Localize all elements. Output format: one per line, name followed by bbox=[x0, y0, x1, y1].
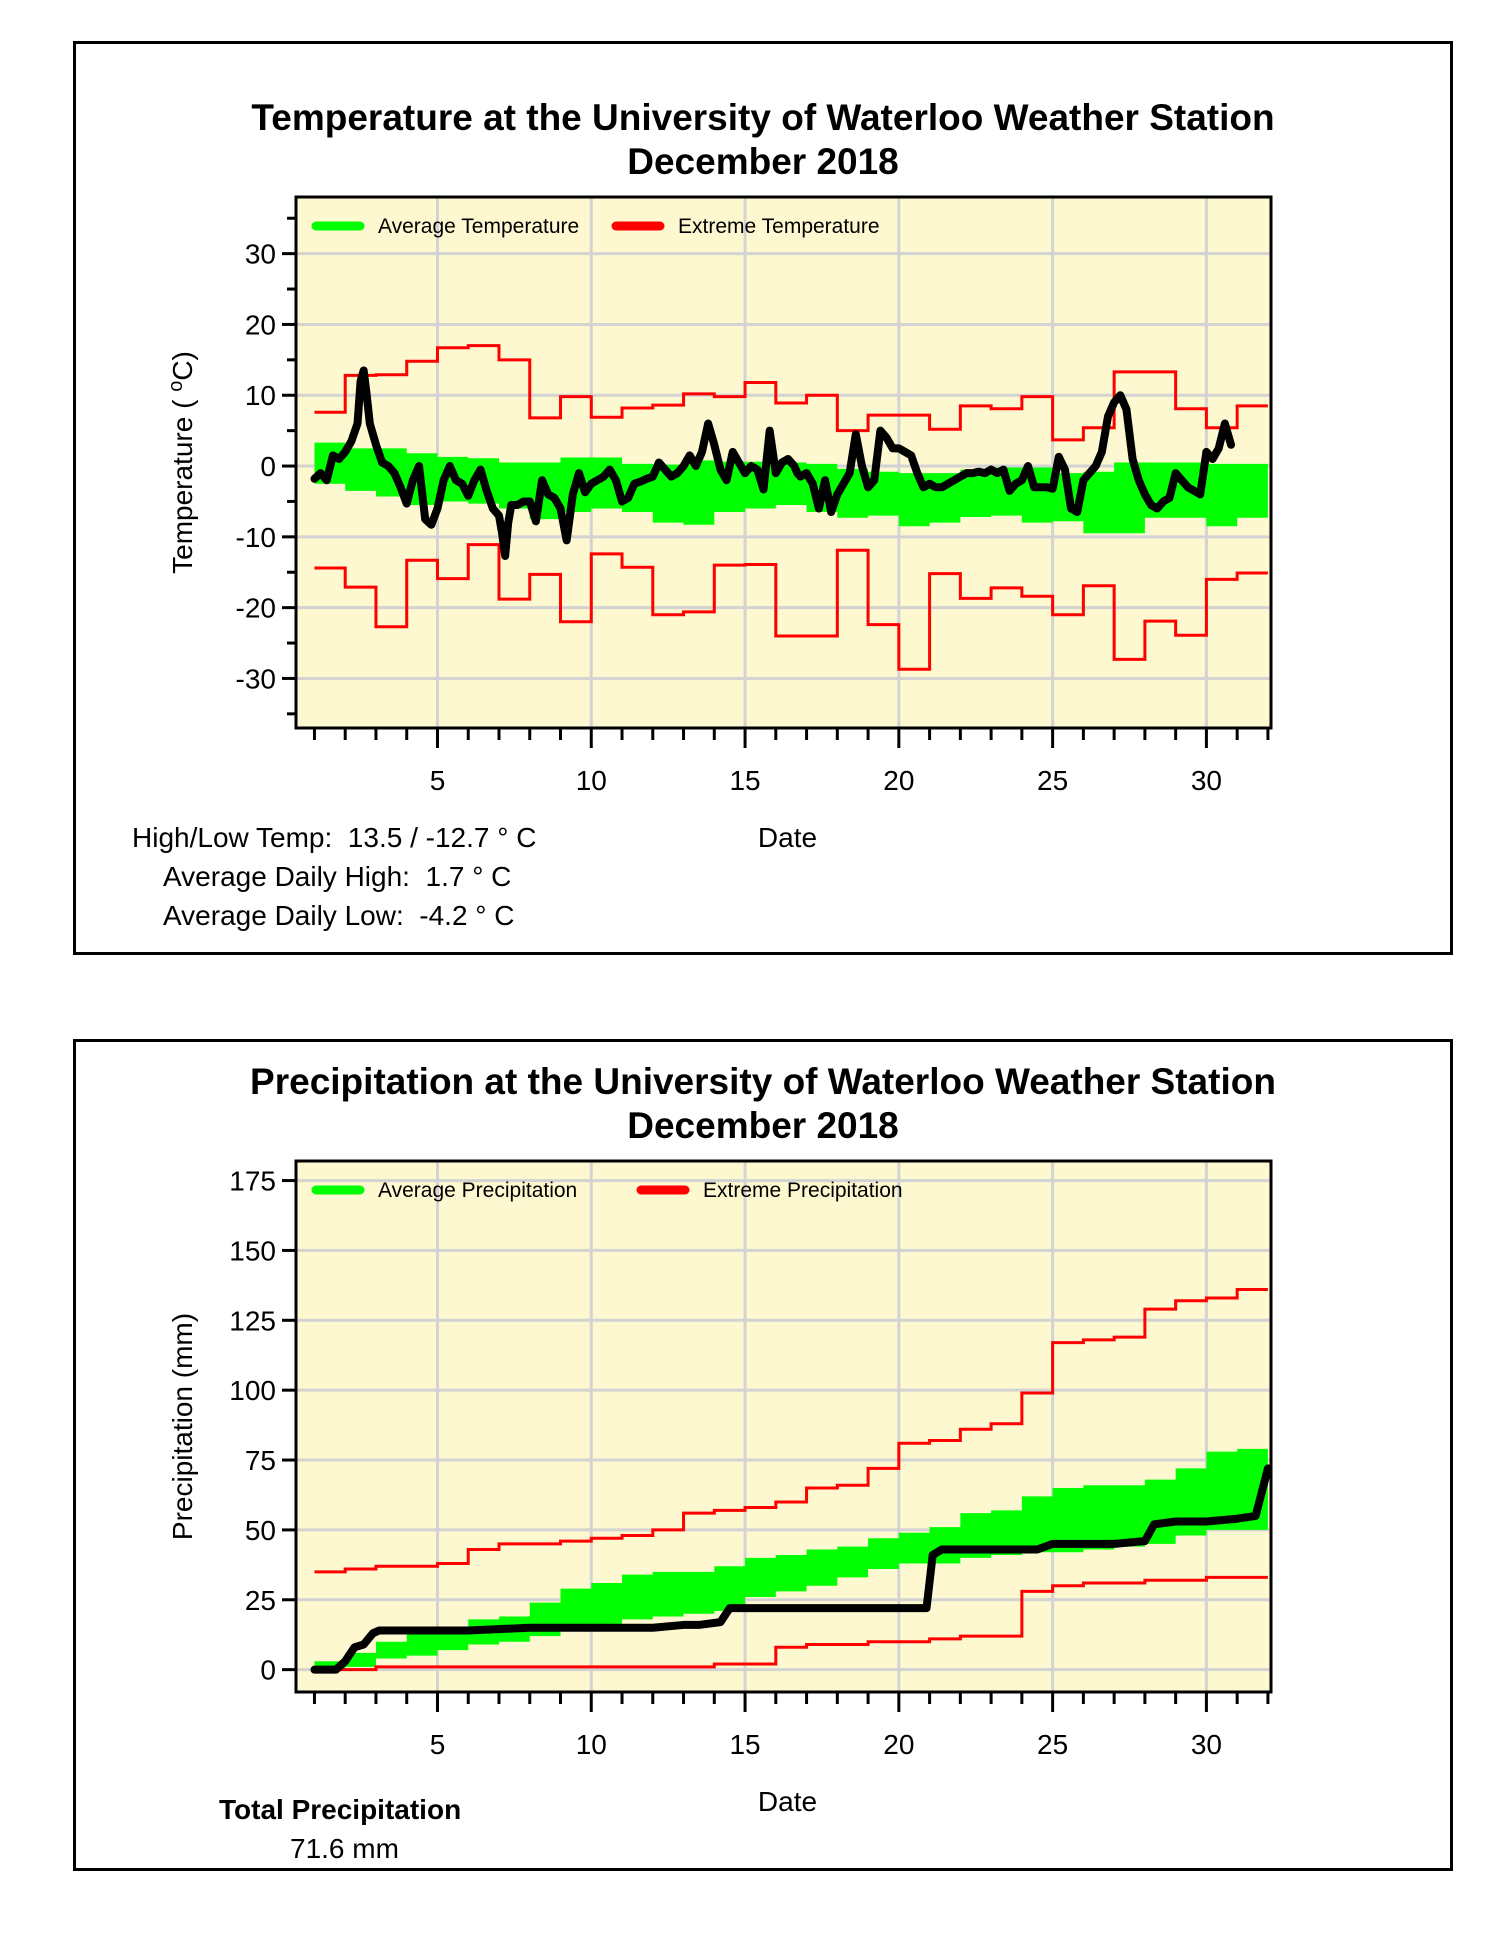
temperature-chart-title: Temperature at the University of Waterlo… bbox=[251, 97, 1275, 138]
precip-observed-line bbox=[310, 1464, 1272, 1674]
high-low-temp-stat: High/Low Temp: 13.5 / -12.7 ° C bbox=[132, 822, 537, 853]
temp-ytick-label: -20 bbox=[236, 593, 276, 624]
precip-ytick-label: 0 bbox=[260, 1655, 276, 1686]
precip-xtick-label: 15 bbox=[729, 1729, 760, 1760]
average-daily-low-stat: Average Daily Low: -4.2 ° C bbox=[163, 900, 515, 931]
precip-extreme-low-line bbox=[314, 1575, 1268, 1672]
temp-observed-line bbox=[310, 366, 1236, 560]
temp-ytick-label: 30 bbox=[245, 239, 276, 270]
precipitation-chart-title: Precipitation at the University of Water… bbox=[250, 1061, 1276, 1102]
precip-ytick-label: 25 bbox=[245, 1585, 276, 1616]
precip-x-axis-label: Date bbox=[758, 1786, 817, 1817]
precip-xtick-label: 30 bbox=[1191, 1729, 1222, 1760]
precip-xtick-label: 20 bbox=[883, 1729, 914, 1760]
precip-ytick-label: 50 bbox=[245, 1515, 276, 1546]
temp-xtick-label: 20 bbox=[883, 765, 914, 796]
precip-chart: 0 25 50 75 100 125 150 175 5 10 15 20 25 30 Date Precip… bbox=[167, 1159, 1273, 1817]
temp-chart: -30 -20 -10 0 10 20 30 5 10 15 20 25 30 Date Temperatu… bbox=[165, 195, 1273, 853]
temp-ytick-label: 10 bbox=[245, 380, 276, 411]
temp-xtick-label: 30 bbox=[1191, 765, 1222, 796]
temp-legend-label-0: Average Temperature bbox=[378, 215, 579, 238]
precip-xtick-label: 25 bbox=[1037, 1729, 1068, 1760]
total-precipitation-value: 71.6 mm bbox=[290, 1833, 399, 1864]
precip-ytick-label: 175 bbox=[229, 1166, 276, 1197]
temp-xtick-label: 15 bbox=[729, 765, 760, 796]
temp-extreme-high-line bbox=[314, 344, 1268, 442]
precip-y-axis-label: Precipitation (mm) bbox=[167, 1313, 198, 1540]
temp-xtick-label: 10 bbox=[576, 765, 607, 796]
average-daily-high-stat: Average Daily High: 1.7 ° C bbox=[163, 861, 512, 892]
temp-ytick-label: -30 bbox=[236, 663, 276, 694]
temperature-chart-subtitle: December 2018 bbox=[627, 141, 899, 182]
precip-ytick-label: 125 bbox=[229, 1305, 276, 1336]
precip-legend-label-1: Extreme Precipitation bbox=[703, 1179, 903, 1202]
temp-plot-border bbox=[294, 195, 1273, 730]
precip-average-band bbox=[314, 1448, 1268, 1670]
precip-ytick-label: 100 bbox=[229, 1375, 276, 1406]
total-precipitation-label: Total Precipitation bbox=[219, 1794, 462, 1825]
temp-extreme-low-line bbox=[314, 543, 1268, 671]
precip-xtick-label: 10 bbox=[576, 1729, 607, 1760]
precip-plot-border bbox=[294, 1159, 1273, 1694]
temp-y-axis-label: Temperature ( oC) bbox=[165, 351, 198, 574]
temp-x-axis-label: Date bbox=[758, 822, 817, 853]
temp-xtick-label: 5 bbox=[430, 765, 446, 796]
precipitation-chart-subtitle: December 2018 bbox=[627, 1105, 899, 1146]
precip-xtick-label: 5 bbox=[430, 1729, 446, 1760]
temp-legend-label-1: Extreme Temperature bbox=[678, 215, 880, 238]
precip-ytick-label: 75 bbox=[245, 1445, 276, 1476]
precip-ytick-label: 150 bbox=[229, 1235, 276, 1266]
precip-extreme-high-line bbox=[314, 1288, 1268, 1574]
precip-plot-area bbox=[296, 1161, 1271, 1692]
temp-average-band bbox=[314, 442, 1268, 534]
precip-legend-label-0: Average Precipitation bbox=[378, 1179, 577, 1202]
temp-ytick-label: -10 bbox=[236, 522, 276, 553]
temp-ytick-label: 20 bbox=[245, 309, 276, 340]
temp-xtick-label: 25 bbox=[1037, 765, 1068, 796]
temp-ytick-label: 0 bbox=[260, 451, 276, 482]
